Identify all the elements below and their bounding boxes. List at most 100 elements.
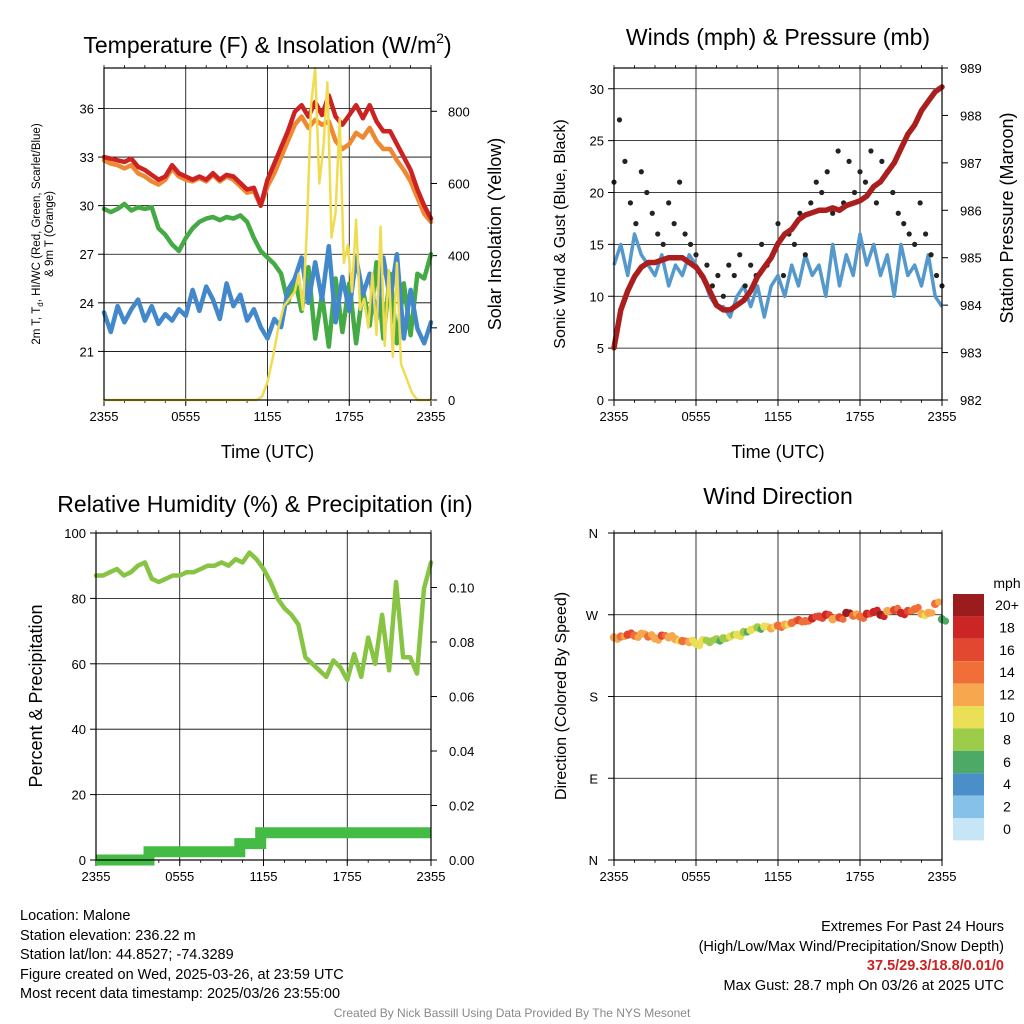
- gust-point: [873, 200, 880, 206]
- gust-point: [928, 252, 934, 258]
- gust-point: [759, 241, 765, 247]
- pressure-line: [611, 84, 945, 351]
- direction-point: [839, 615, 847, 623]
- y2-tick-label: 986: [960, 203, 982, 218]
- legend-label: 18: [999, 619, 1015, 635]
- y-tick-label: 15: [590, 237, 604, 252]
- legend-swatch: [953, 773, 984, 796]
- legend-swatch: [953, 683, 984, 706]
- direction-point: [928, 609, 936, 617]
- gust-point: [857, 169, 863, 175]
- gust-point: [808, 200, 814, 206]
- gust-point: [655, 231, 661, 237]
- gust-point: [879, 158, 885, 164]
- wind-speed-line: [612, 232, 944, 319]
- gust-point: [704, 262, 710, 268]
- direction-point: [941, 617, 950, 625]
- gust-point: [802, 252, 808, 258]
- panel-2: 2355 0555 1155 1755 235505101520253098298398…: [552, 24, 1017, 462]
- series-line-3: [101, 201, 434, 349]
- gust-point: [890, 189, 896, 196]
- legend-label: 6: [1003, 754, 1011, 770]
- y-tick-label: 30: [590, 82, 604, 97]
- x-tick-label: 0555: [682, 869, 711, 884]
- legend-label: 4: [1003, 776, 1011, 792]
- y2-tick-label: 200: [448, 321, 470, 336]
- gust-point: [715, 272, 721, 279]
- y-tick-label: 20: [72, 788, 86, 803]
- legend-label: 12: [999, 687, 1015, 703]
- gust-point: [726, 262, 732, 268]
- x-tick-label: 1755: [335, 409, 364, 424]
- x-tick-label: 1155: [254, 409, 282, 424]
- humidity-line: [93, 550, 434, 683]
- gust-point: [677, 179, 683, 185]
- legend-swatch: [953, 661, 984, 684]
- y2-tick-label: 989: [960, 61, 982, 76]
- x-tick-label: 2355: [417, 869, 446, 884]
- legend-swatch: [953, 750, 984, 774]
- legend-label: 16: [999, 642, 1015, 658]
- gust-point: [742, 283, 748, 289]
- y2-tick-label: 0.02: [449, 799, 474, 814]
- legend-swatch: [953, 795, 984, 818]
- chart-title: Temperature (F) & Insolation (W/m2): [83, 30, 451, 58]
- gust-point: [923, 231, 929, 237]
- y-tick-label: 5: [597, 341, 604, 356]
- x-tick-label: 0555: [682, 409, 711, 424]
- plot-border: [613, 67, 943, 401]
- legend-label: 0: [1003, 821, 1011, 837]
- gust-point: [901, 221, 907, 227]
- y2-axis-label: Station Pressure (Maroon): [997, 112, 1017, 323]
- gust-point: [627, 200, 634, 206]
- x-tick-label: 1755: [846, 869, 875, 884]
- gust-point: [868, 148, 874, 154]
- precip-line: [96, 827, 431, 866]
- x-tick-label: 1155: [764, 869, 792, 884]
- legend-swatch: [953, 706, 984, 729]
- y2-tick-label: 0.00: [449, 853, 474, 868]
- gust-point: [638, 169, 644, 175]
- gust-point: [649, 210, 655, 216]
- gust-point: [671, 221, 677, 227]
- latlon-text: Station lat/lon: 44.8527; -74.3289: [20, 947, 234, 963]
- panel-3: 2355 0555 1155 1755 23550204060801000.000.02…: [26, 491, 474, 884]
- gust-point: [862, 179, 869, 185]
- gust-point: [633, 221, 639, 227]
- y-tick-label: 30: [80, 199, 94, 214]
- gust-point: [737, 252, 743, 258]
- chart-title: Wind Direction: [703, 483, 853, 509]
- plot-border: [95, 532, 432, 861]
- y-tick-label: 21: [80, 344, 94, 359]
- legend-swatch: [953, 638, 984, 662]
- y-tick-label: 100: [64, 526, 86, 541]
- legend-swatch: [953, 728, 984, 751]
- y2-tick-label: 982: [960, 393, 982, 408]
- gust-point: [622, 158, 628, 164]
- gust-point: [775, 221, 781, 227]
- y-tick-label: N: [589, 526, 598, 541]
- y2-tick-label: 984: [960, 298, 982, 313]
- direction-point: [935, 598, 943, 606]
- y-tick-label: 0: [79, 853, 86, 868]
- y-tick-label: W: [586, 608, 599, 623]
- gust-point: [830, 210, 836, 216]
- y2-tick-label: 0.06: [449, 690, 474, 705]
- y2-tick-label: 988: [960, 108, 982, 123]
- y-tick-label: S: [589, 690, 598, 705]
- gust-point: [819, 189, 825, 196]
- x-tick-label: 2355: [82, 869, 111, 884]
- gust-point: [644, 189, 650, 196]
- extremes-values: 37.5/29.3/18.8/0.01/0: [866, 958, 1004, 974]
- y-axis-label: Percent & Precipitation: [26, 604, 46, 787]
- legend-label: 20+: [995, 597, 1019, 613]
- gust-point: [917, 200, 923, 206]
- y-tick-label: E: [589, 771, 598, 786]
- elevation-text: Station elevation: 236.22 m: [20, 927, 196, 944]
- legend-swatch: [953, 594, 984, 617]
- y-tick-label: 24: [80, 296, 94, 311]
- gust-point: [780, 272, 787, 279]
- y2-tick-label: 985: [960, 251, 982, 266]
- chart-title: Winds (mph) & Pressure (mb): [626, 24, 930, 50]
- legend-label: 8: [1003, 731, 1011, 747]
